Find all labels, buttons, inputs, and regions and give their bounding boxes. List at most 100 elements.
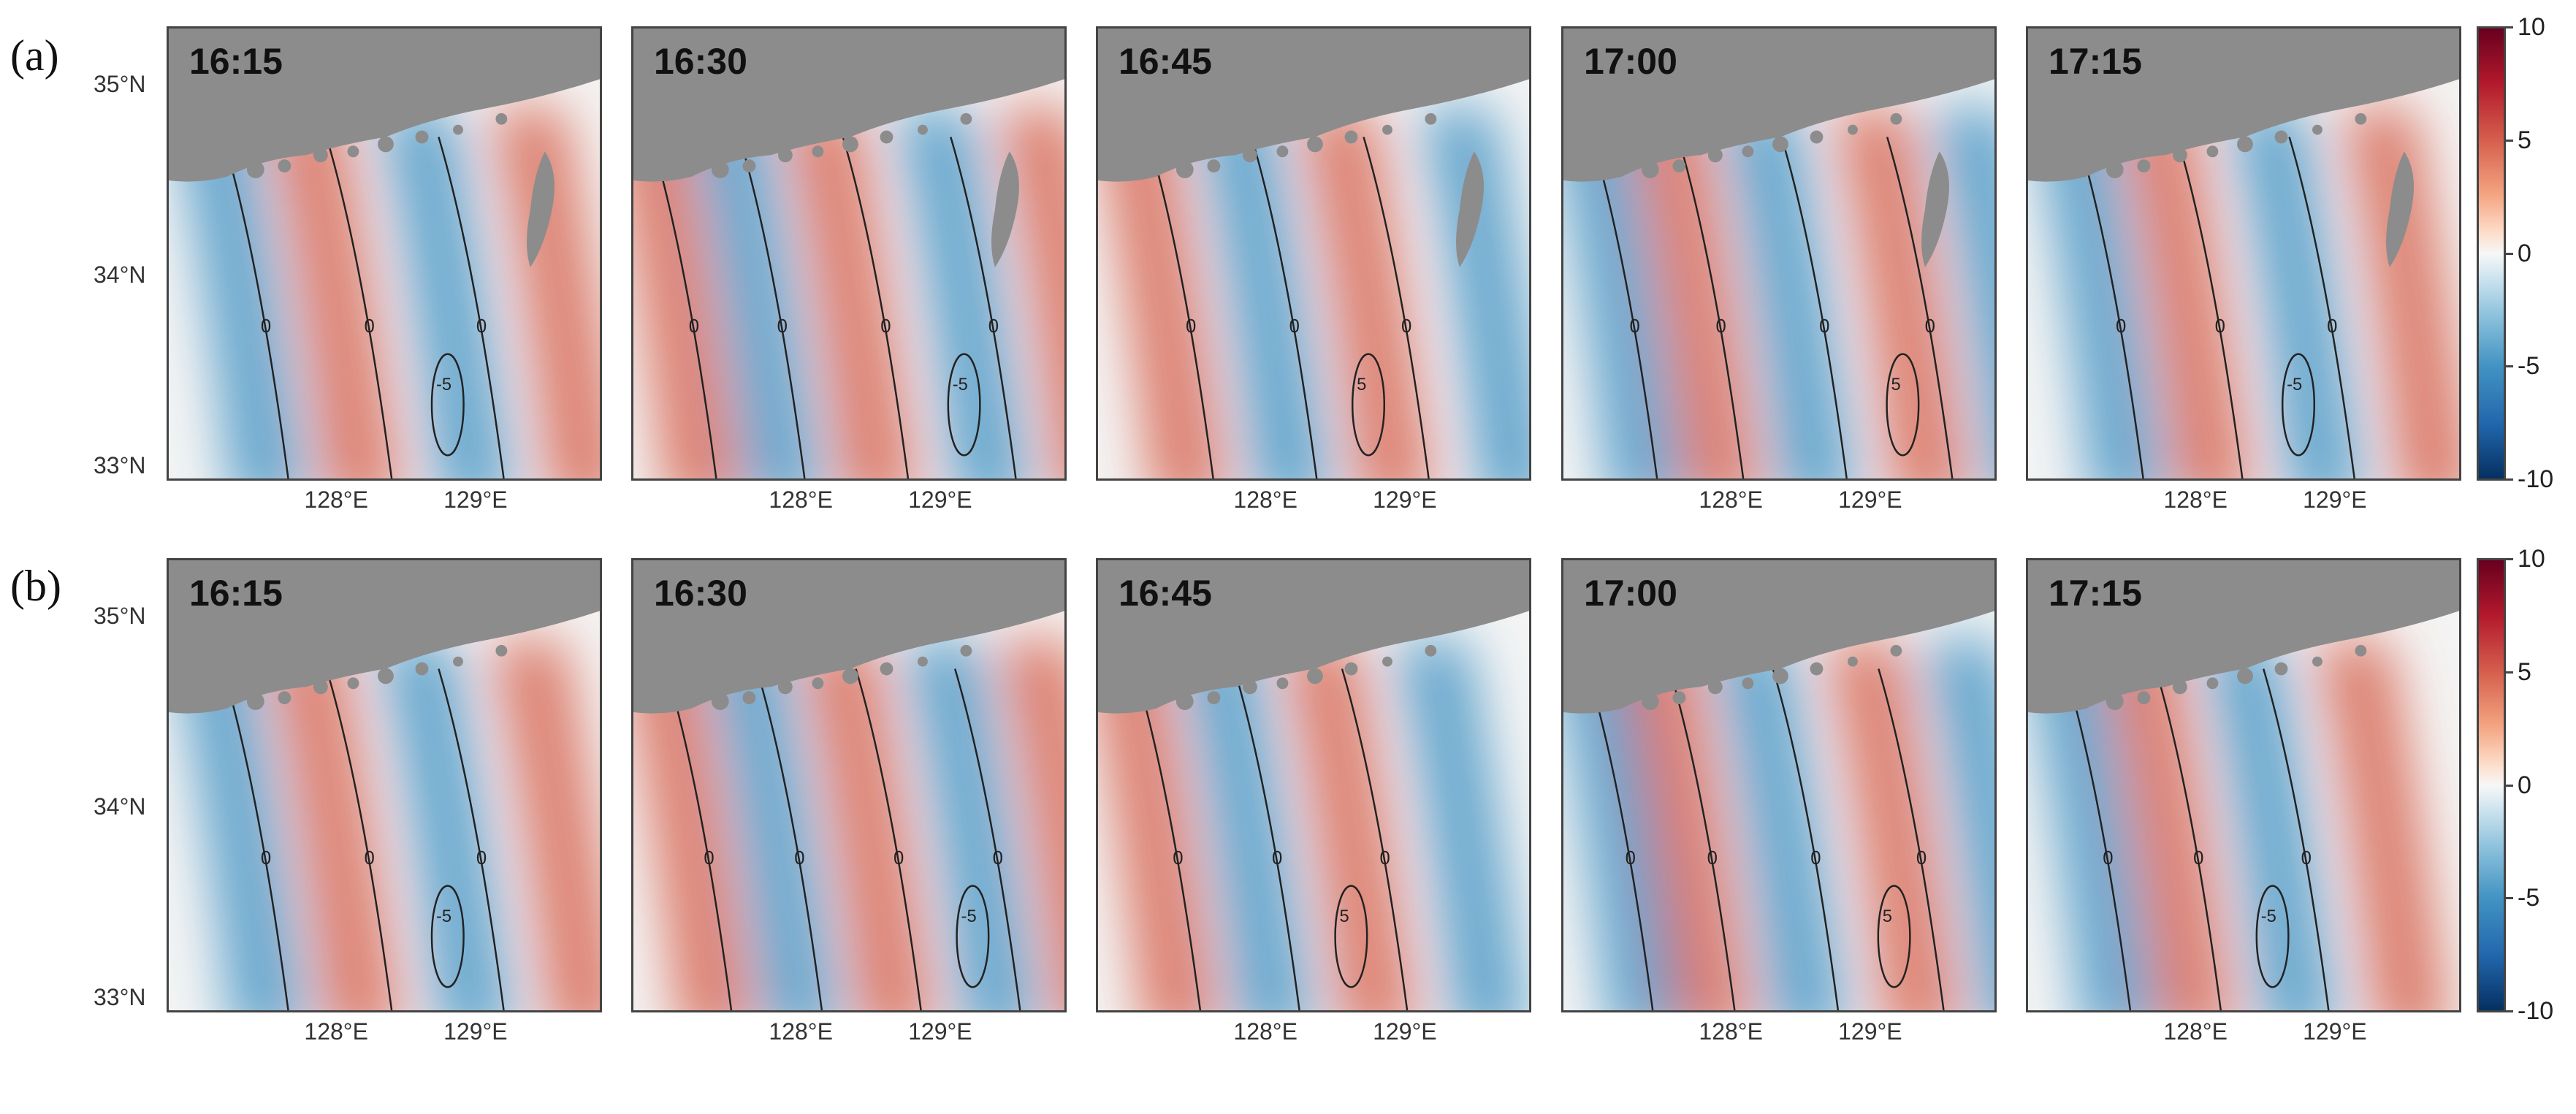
anomaly-field: 0 0 0 0 5 — [1563, 560, 1994, 1010]
island — [2237, 136, 2253, 153]
positive-band — [491, 107, 600, 478]
time-label: 17:15 — [2049, 573, 2142, 614]
island — [495, 644, 508, 657]
positive-band — [267, 639, 397, 1010]
island — [1307, 136, 1323, 153]
lon-tick-label: 128°E — [304, 487, 368, 513]
contour-label-zero: 0 — [1186, 316, 1196, 337]
anomaly-field: 0 0 0 -5 — [2028, 560, 2459, 1010]
lon-tick-label: 128°E — [769, 1018, 833, 1045]
colorbar-tick-label: -5 — [2518, 884, 2540, 912]
anomaly-field: 0 0 0 -5 — [169, 28, 600, 478]
lat-tick-label: 33°N — [94, 984, 146, 1011]
contour-label-zero: 0 — [476, 316, 487, 337]
zero-contour — [438, 137, 505, 478]
island — [1242, 148, 1257, 163]
positive-band — [783, 107, 913, 478]
zero-contour — [2176, 137, 2244, 478]
island — [2137, 159, 2151, 173]
island — [1890, 644, 1902, 657]
closed-contour — [956, 885, 990, 988]
contour-label-zero: 0 — [1707, 848, 1718, 869]
lon-tick-label: 129°E — [908, 1018, 972, 1045]
contour-label-zero: 0 — [1810, 848, 1821, 869]
zero-contour — [2154, 668, 2222, 1010]
positive-band — [1098, 639, 1214, 1010]
contour-label-zero: 0 — [2103, 848, 2113, 869]
island — [1742, 677, 1754, 690]
positive-band — [1834, 107, 1964, 478]
positive-band — [1627, 107, 1757, 478]
colorbar-tick-label: 10 — [2518, 13, 2545, 41]
anomaly-field: 0 0 0 -5 — [2028, 28, 2459, 478]
island — [1425, 644, 1437, 657]
island — [2172, 148, 2187, 163]
positive-band — [2117, 107, 2248, 478]
lon-tick-label: 128°E — [2163, 487, 2228, 513]
colorbar-a — [2477, 26, 2506, 481]
positive-band — [2315, 639, 2446, 1010]
negative-band — [1933, 107, 1994, 478]
island — [1276, 145, 1289, 158]
island — [812, 145, 824, 158]
zero-contour — [950, 137, 1017, 478]
zero-contour — [755, 668, 823, 1010]
colorbar-tick-label: -5 — [2518, 352, 2540, 381]
lon-tick-label: 129°E — [2303, 487, 2367, 513]
coastline-land — [1563, 560, 1994, 714]
coastline-land — [1563, 28, 1994, 182]
contour-label-zero: 0 — [2116, 316, 2126, 337]
island — [313, 679, 328, 695]
island — [812, 677, 824, 690]
contour-label-zero: 0 — [364, 316, 374, 337]
map-panel: 0 0 0 0 5 17:00 — [1561, 558, 1997, 1012]
lat-tick-label: 35°N — [94, 70, 146, 97]
island — [742, 159, 756, 173]
time-label: 16:45 — [1119, 573, 1212, 614]
island — [1672, 691, 1686, 705]
contour-label: -5 — [436, 375, 451, 394]
positive-band — [2100, 639, 2230, 1010]
contour-label-zero: 0 — [364, 848, 374, 869]
island — [960, 644, 972, 657]
zero-contour — [1677, 137, 1745, 478]
contour-label: -5 — [961, 907, 977, 926]
closed-contour — [1877, 885, 1911, 988]
contour-label-zero: 0 — [1173, 848, 1183, 869]
map-panel: 0 0 0 -5 16:15 — [167, 558, 602, 1012]
island — [777, 148, 793, 163]
island — [1307, 668, 1323, 684]
positive-band — [999, 639, 1064, 1010]
closed-contour — [1886, 353, 1920, 457]
contour-label-zero: 0 — [1925, 316, 1935, 337]
colorbar-tick-label: 0 — [2518, 239, 2531, 267]
contour-label-zero: 0 — [1289, 316, 1300, 337]
time-label: 16:30 — [654, 573, 747, 614]
island — [1641, 693, 1659, 711]
coastline-land — [169, 560, 600, 714]
zero-contour — [1363, 137, 1430, 478]
island — [1207, 159, 1221, 173]
island — [1207, 691, 1221, 705]
negative-band — [2028, 639, 2153, 1010]
island — [1848, 656, 1858, 667]
zero-contour — [2263, 668, 2330, 1010]
negative-band — [1563, 639, 1680, 1010]
negative-band — [688, 107, 818, 478]
contour-label-zero: 0 — [1819, 316, 1829, 337]
negative-band — [378, 639, 509, 1010]
closed-contour — [430, 885, 465, 988]
zero-contour — [325, 668, 393, 1010]
island — [711, 161, 729, 179]
contour-label-zero: 0 — [1626, 848, 1636, 869]
island — [880, 662, 893, 676]
anomaly-field: 0 0 0 0 5 — [1563, 28, 1994, 478]
tsushima-island — [1456, 151, 1484, 267]
positive-band — [633, 107, 736, 478]
island — [2106, 161, 2124, 179]
colorbar-tick — [2506, 365, 2513, 368]
lon-tick-label: 129°E — [908, 487, 972, 513]
island — [742, 691, 756, 705]
negative-band — [904, 639, 1034, 1010]
time-label: 17:00 — [1584, 573, 1677, 614]
